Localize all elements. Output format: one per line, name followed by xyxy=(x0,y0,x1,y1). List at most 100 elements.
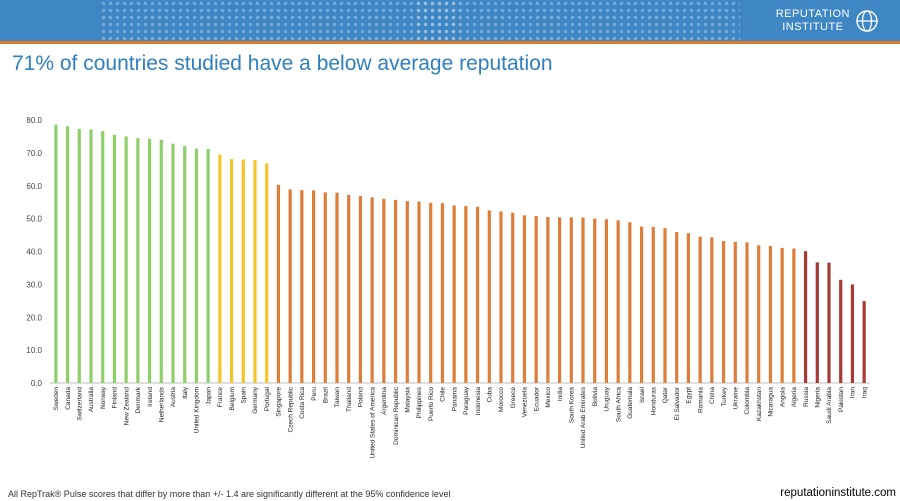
x-category-label: Czech Republic xyxy=(287,386,294,432)
bar xyxy=(686,233,691,383)
x-category-label: Puerto Rico xyxy=(428,387,435,421)
x-category-label: Philippines xyxy=(416,386,423,418)
bar xyxy=(675,232,679,383)
bar xyxy=(54,124,58,383)
bar xyxy=(382,198,386,383)
x-category-label: Angola xyxy=(779,387,786,408)
x-category-label: Iraq xyxy=(861,387,868,399)
bar xyxy=(475,206,480,383)
bar xyxy=(616,220,620,383)
x-category-label: Colombia xyxy=(744,387,751,415)
bar xyxy=(557,217,562,383)
logo-line-1: REPUTATION xyxy=(775,8,850,20)
x-category-label: Taiwan xyxy=(334,387,341,408)
bar xyxy=(429,202,433,383)
x-category-label: Turkey xyxy=(721,386,728,406)
x-category-label: Austria xyxy=(170,387,177,408)
bar xyxy=(757,245,761,383)
y-tick-label: 10.0 xyxy=(26,346,42,355)
x-category-label: China xyxy=(709,387,716,404)
x-category-label: Norway xyxy=(100,386,107,409)
bar xyxy=(112,134,117,383)
x-category-label: Australia xyxy=(88,387,95,413)
y-tick-label: 80.0 xyxy=(26,116,42,125)
bar xyxy=(311,190,316,383)
x-category-label: Guatemala xyxy=(627,387,634,419)
bar xyxy=(206,148,210,383)
x-category-label: Indonesia xyxy=(475,387,482,416)
bar xyxy=(253,160,257,383)
x-category-label: Argentina xyxy=(381,387,388,415)
header-banner: REPUTATION INSTITUTE xyxy=(0,0,900,41)
x-category-label: Iran xyxy=(850,387,857,399)
x-category-label: Saudi Arabia xyxy=(826,387,833,424)
x-category-label: Sweden xyxy=(53,387,60,411)
bar xyxy=(733,241,737,383)
bar xyxy=(546,216,550,383)
bar xyxy=(171,143,175,383)
x-category-label: Bolivia xyxy=(592,387,599,407)
bar xyxy=(89,129,93,383)
x-category-label: Cuba xyxy=(486,387,493,403)
y-tick-label: 60.0 xyxy=(26,182,42,191)
bar xyxy=(358,195,363,383)
x-category-label: Morocco xyxy=(498,387,505,412)
y-tick-label: 30.0 xyxy=(26,280,42,289)
bar xyxy=(862,301,866,383)
bar xyxy=(522,215,527,383)
x-category-label: Malaysia xyxy=(404,387,411,413)
bar xyxy=(651,226,655,383)
x-category-label: France xyxy=(217,387,224,408)
bar xyxy=(335,192,339,383)
bar xyxy=(393,199,398,383)
bar xyxy=(487,210,491,383)
x-category-label: Finland xyxy=(112,387,119,409)
bar xyxy=(276,184,281,383)
x-category-label: Poland xyxy=(358,387,365,408)
x-category-label: Germany xyxy=(252,386,259,413)
x-category-label: Belgium xyxy=(229,387,236,410)
x-category-label: Israel xyxy=(639,386,646,402)
bar xyxy=(323,192,327,383)
x-category-label: Qatar xyxy=(662,386,669,403)
x-category-label: South Korea xyxy=(568,387,575,424)
bar xyxy=(534,216,538,383)
x-category-label: Egypt xyxy=(686,387,693,404)
bar xyxy=(183,145,187,383)
x-category-label: Paraguay xyxy=(463,386,470,415)
y-tick-label: 40.0 xyxy=(26,248,42,257)
bar xyxy=(710,237,714,383)
bar xyxy=(768,245,773,383)
x-category-label: Denmark xyxy=(135,386,142,413)
x-category-label: Mexico xyxy=(545,387,552,408)
x-category-label: India xyxy=(557,387,564,401)
x-category-label: Algeria xyxy=(791,387,798,408)
bar xyxy=(803,251,808,383)
x-category-label: Chile xyxy=(440,387,447,402)
bar xyxy=(101,131,105,383)
x-category-label: Thailand xyxy=(346,387,353,412)
x-category-label: Russia xyxy=(803,387,810,407)
bar xyxy=(65,126,70,383)
reputation-institute-logo: REPUTATION INSTITUTE xyxy=(776,6,880,36)
x-category-label: Venezuela xyxy=(522,387,529,418)
x-category-label: Romania xyxy=(697,387,704,413)
x-category-label: Dominican Republic xyxy=(393,386,400,445)
x-category-label: New Zealand xyxy=(123,387,130,426)
bar xyxy=(194,148,199,383)
bar xyxy=(604,219,609,383)
x-category-label: United States of America xyxy=(369,387,376,459)
x-category-label: Ukraine xyxy=(732,387,739,410)
bar xyxy=(300,190,304,383)
y-tick-label: 70.0 xyxy=(26,149,42,158)
bar xyxy=(124,136,128,383)
bar xyxy=(147,138,152,383)
bar xyxy=(440,203,445,383)
x-category-label: Singapore xyxy=(276,387,283,417)
bar xyxy=(663,228,667,383)
header-accent-rule xyxy=(0,41,900,44)
x-category-label: Switzerland xyxy=(76,387,83,421)
x-category-label: Panama xyxy=(451,387,458,412)
x-category-label: Netherlands xyxy=(158,386,165,422)
x-category-label: United Kingdom xyxy=(194,387,201,433)
